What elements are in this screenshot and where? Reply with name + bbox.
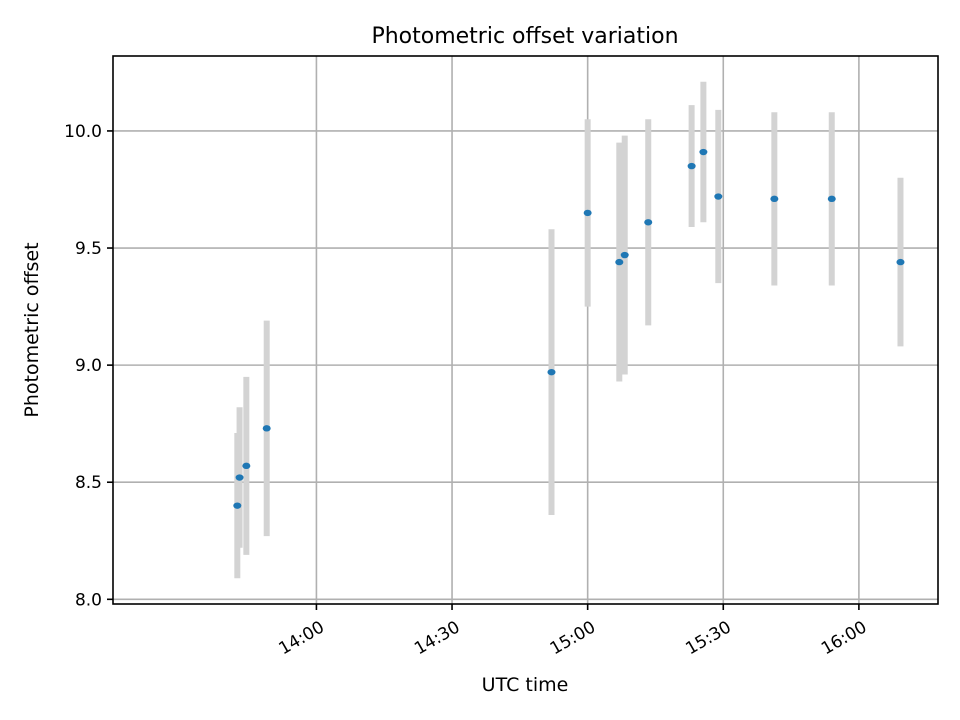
y-axis-label: Photometric offset [21, 242, 43, 417]
data-point [242, 462, 251, 470]
y-tick-label: 10.0 [64, 122, 102, 142]
data-point [699, 148, 708, 156]
data-point [714, 193, 723, 200]
chart-title: Photometric offset variation [371, 24, 678, 49]
data-point [615, 258, 624, 266]
data-point [827, 195, 836, 203]
data-point [262, 425, 271, 432]
data-point [235, 474, 244, 481]
data-point [770, 195, 779, 203]
y-tick-label: 9.5 [75, 239, 102, 259]
y-tick-label: 8.0 [75, 590, 102, 610]
data-point [620, 251, 629, 259]
data-point [583, 209, 592, 217]
data-point [233, 502, 242, 509]
y-tick-label: 9.0 [75, 356, 102, 376]
data-point [547, 368, 556, 376]
y-tick-label: 8.5 [75, 473, 102, 493]
point-layer [233, 148, 905, 509]
x-axis-label: UTC time [482, 674, 569, 696]
data-point [896, 258, 905, 266]
data-point [644, 219, 653, 226]
data-point [687, 162, 696, 170]
plot-frame [112, 55, 939, 605]
